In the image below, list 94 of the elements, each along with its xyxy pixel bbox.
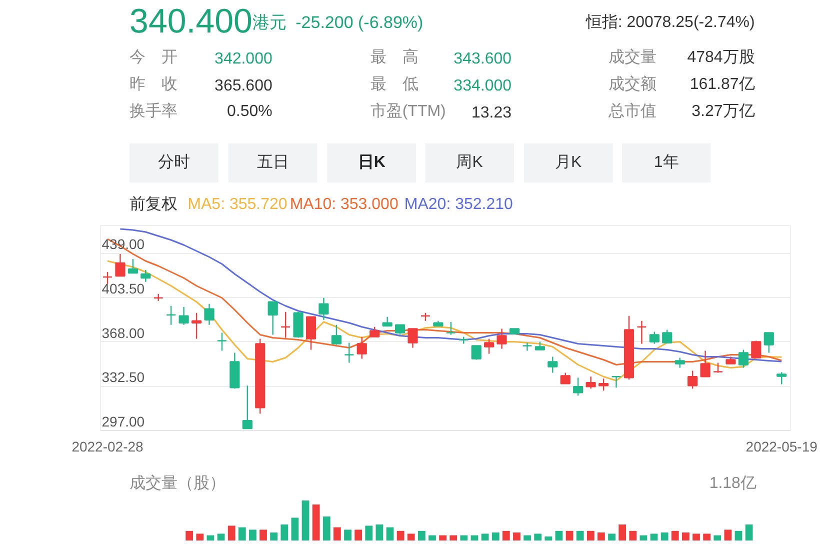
bar [186, 530, 194, 540]
bar [598, 532, 605, 540]
chart-title: 340.400 [130, 2, 252, 40]
bar [312, 504, 320, 540]
text: 365.600 [214, 78, 272, 94]
bar [544, 536, 552, 540]
bar [566, 530, 574, 540]
bar [396, 530, 404, 540]
text: 3.27万亿 [692, 103, 755, 120]
text: 昨 收 [130, 76, 178, 93]
bar [291, 518, 299, 540]
bar [671, 530, 679, 540]
bar [734, 530, 742, 540]
bar [502, 530, 510, 540]
bar [703, 534, 711, 540]
text: 161.87亿 [690, 76, 755, 93]
bar [460, 535, 468, 540]
bar [692, 534, 700, 540]
bar [270, 532, 278, 540]
bar [470, 535, 478, 540]
bar [714, 535, 722, 540]
text: 五日 [256, 154, 289, 171]
text: 成交量 [608, 48, 657, 66]
bar [354, 530, 362, 540]
bar [450, 535, 458, 540]
bar [428, 535, 436, 540]
bar [534, 534, 542, 540]
bar [629, 530, 637, 540]
text: MA20: 352.210 [404, 196, 514, 213]
text: 4784万股 [687, 49, 755, 66]
bar [555, 530, 563, 540]
bar [481, 534, 489, 540]
bar [524, 535, 531, 540]
bar [418, 530, 426, 540]
text: 总市值 [608, 102, 657, 120]
text: 换手率 [130, 102, 178, 120]
y-tick-label: 297.00 [102, 414, 145, 430]
bar [333, 527, 341, 540]
bar [682, 532, 690, 540]
text: 1年 [654, 154, 679, 171]
text: 13.23 [471, 104, 512, 122]
text: 月K [555, 154, 582, 171]
text: 1.18亿 [709, 475, 756, 492]
bar [206, 535, 214, 540]
y-tick-label: 368.00 [102, 324, 145, 341]
text: 市盈(TTM) [370, 102, 446, 120]
text: 0.50% [227, 103, 272, 120]
bar [618, 524, 626, 540]
bar [280, 524, 288, 540]
text: 今 开 [130, 49, 178, 66]
text: MA5: 355.720 [188, 196, 288, 213]
bar [238, 527, 246, 540]
text: MA10: 353.000 [290, 196, 398, 213]
chart-title: 成交量（股） [130, 474, 226, 492]
text: -25.200 (-6.89%) [296, 13, 424, 32]
text: 成交额 [608, 75, 657, 93]
bar [322, 516, 330, 540]
bar [407, 534, 415, 540]
bar [576, 530, 584, 540]
bar [724, 530, 732, 540]
text: 前复权 [130, 195, 178, 213]
text: 最 高 [370, 48, 418, 66]
bar [344, 530, 352, 540]
bar [650, 534, 658, 540]
text: 周K [456, 154, 484, 171]
text: 342.000 [214, 50, 272, 68]
bar [439, 535, 446, 540]
bar [745, 524, 753, 540]
text: 最 低 [370, 76, 418, 93]
x-tick-label: 2022-02-28 [72, 438, 144, 454]
x-tick-label: 2022-05-19 [746, 438, 818, 454]
bar [260, 530, 267, 540]
bar [386, 527, 394, 540]
y-tick-label: 403.50 [102, 280, 145, 296]
bar [376, 524, 384, 540]
bar [365, 526, 373, 540]
text: 日K [358, 154, 386, 171]
bar [196, 534, 204, 540]
bar [586, 530, 594, 540]
bar [217, 534, 225, 540]
bar [249, 530, 256, 540]
bar [640, 535, 648, 540]
text: 恒指: 20078.25(-2.74%) [584, 13, 755, 31]
bar [492, 532, 500, 540]
text: 334.000 [454, 78, 512, 94]
bar [228, 526, 236, 540]
bar [608, 534, 616, 540]
bar [660, 532, 668, 540]
y-tick-label: 332.50 [102, 369, 145, 386]
bar [302, 500, 310, 540]
bar [513, 532, 520, 540]
text: 分时 [158, 153, 190, 171]
text: 343.600 [454, 50, 512, 68]
chart-subtitle: 港元 [252, 13, 286, 32]
